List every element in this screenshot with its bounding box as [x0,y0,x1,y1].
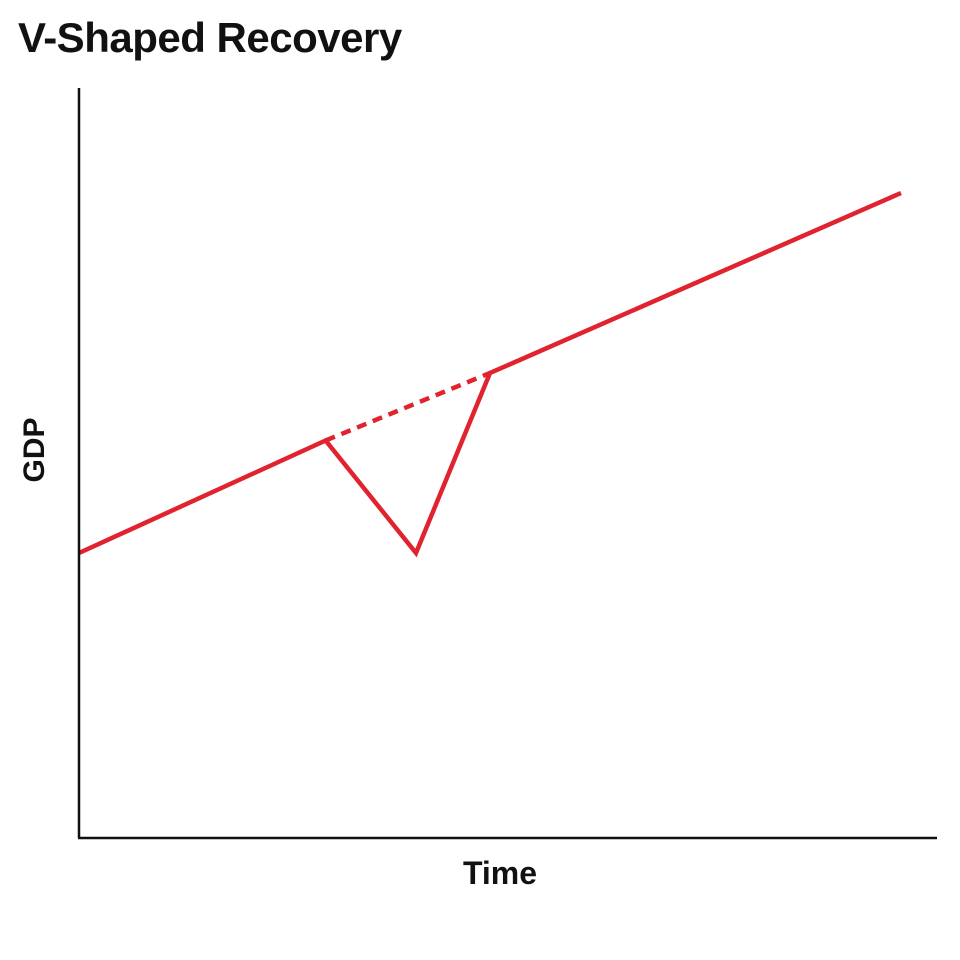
gdp-line [78,190,902,558]
chart-title: V-Shaped Recovery [18,14,402,61]
series-layer [78,190,902,558]
trend-line-dashed [324,370,491,443]
x-axis-label: Time [462,855,538,891]
y-axis-label: GDP [18,417,51,483]
